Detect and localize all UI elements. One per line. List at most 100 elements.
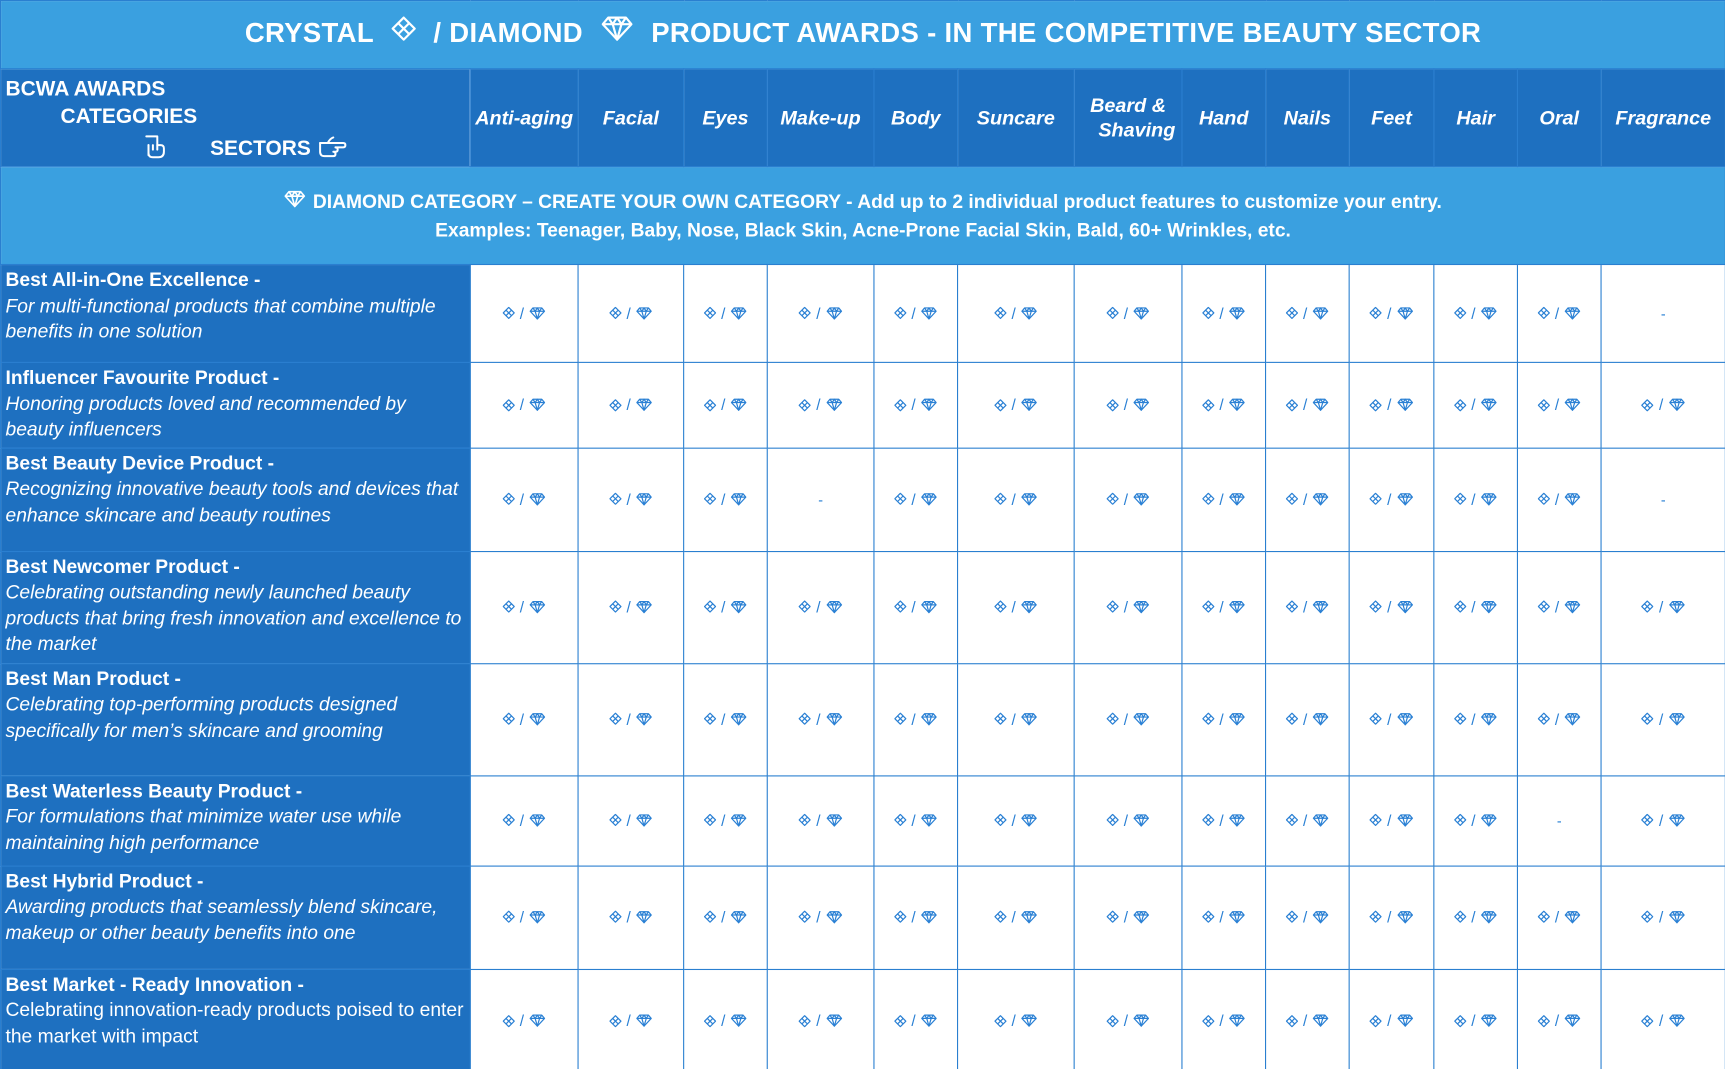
table-row: Best Hybrid Product - Awarding products t… — [0, 864, 1725, 970]
crystal-icon — [608, 307, 622, 320]
award-options-cell: / — [683, 968, 768, 1069]
diamond-icon — [921, 398, 938, 411]
crystal-icon — [1641, 398, 1654, 411]
diamond-icon — [1021, 600, 1038, 613]
award-options-cell: / — [1181, 447, 1267, 552]
slash-separator: / — [519, 1012, 525, 1030]
diamond-icon — [1397, 712, 1414, 726]
diamond-icon — [601, 15, 634, 49]
diamond-icon — [1313, 910, 1330, 924]
award-options: / — [893, 908, 938, 926]
crystal-icon — [993, 814, 1007, 827]
diamond-icon — [1481, 600, 1498, 613]
award-options: / — [608, 1012, 653, 1030]
award-options-cell: / — [1265, 550, 1350, 664]
award-options: / — [502, 490, 546, 508]
award-options: / — [798, 1012, 843, 1030]
slash-separator: / — [1554, 490, 1560, 508]
diamond-icon — [530, 814, 547, 827]
award-options-cell: / — [1265, 968, 1350, 1069]
crystal-icon — [1537, 492, 1550, 506]
award-options: / — [502, 598, 546, 616]
corner-header: BCWA AWARDS CATEGORIES SECTORS — [0, 68, 471, 168]
category-description: Recognizing innovative beauty tools and … — [5, 477, 459, 526]
crystal-icon — [703, 492, 716, 506]
diamond-icon — [1133, 492, 1150, 506]
award-options: / — [1641, 1012, 1685, 1030]
crystal-icon — [1537, 910, 1550, 924]
award-options-cell: / — [1600, 968, 1725, 1069]
diamond-icon — [1669, 398, 1686, 411]
award-options: / — [608, 908, 653, 926]
award-options-cell: / — [1433, 263, 1519, 363]
crystal-icon — [893, 600, 906, 613]
slash-separator: / — [519, 395, 525, 414]
table-row: Best Market - Ready Innovation - Celebrat… — [0, 968, 1725, 1069]
award-options-cell: / — [873, 662, 959, 776]
slash-separator: / — [816, 598, 821, 616]
slash-separator: / — [721, 395, 726, 414]
diamond-icon — [921, 492, 938, 506]
award-options-cell: / — [957, 662, 1075, 776]
slash-separator: / — [1554, 908, 1560, 926]
diamond-icon — [530, 492, 547, 506]
slash-separator: / — [1471, 908, 1476, 926]
diamond-icon — [1133, 814, 1150, 827]
award-options-cell: / — [683, 774, 768, 867]
diamond-icon — [826, 600, 843, 613]
award-options-cell: / — [1516, 361, 1602, 449]
slash-separator: / — [1011, 1012, 1016, 1030]
sector-header: Oral — [1516, 68, 1602, 168]
not-applicable-cell: - — [1516, 774, 1602, 867]
slash-separator: / — [1554, 710, 1560, 728]
slash-separator: / — [911, 304, 916, 322]
crystal-icon — [1201, 814, 1214, 827]
crystal-icon — [993, 910, 1007, 924]
sector-header: Make-up — [766, 68, 875, 168]
award-options-cell: / — [766, 263, 875, 363]
award-options: / — [1201, 598, 1246, 616]
category-title: Best Market - Ready Innovation - — [5, 972, 304, 995]
diamond-icon — [1669, 1014, 1686, 1027]
award-options-cell: / — [577, 361, 685, 449]
diamond-icon — [731, 398, 748, 411]
award-options-cell: / — [1600, 550, 1725, 664]
category-description: Celebrating outstanding newly launched b… — [5, 580, 462, 655]
diamond-icon — [1021, 712, 1038, 726]
diamond-icon — [1669, 600, 1686, 613]
crystal-icon — [703, 1014, 716, 1027]
table-row: Best Newcomer Product - Celebrating outst… — [0, 550, 1725, 664]
award-options-cell: / — [469, 263, 579, 363]
diamond-icon — [1229, 398, 1246, 411]
slash-separator: / — [1303, 710, 1308, 728]
award-options: / — [893, 598, 938, 616]
award-options: / — [993, 908, 1038, 926]
award-options-cell: / — [1516, 662, 1602, 776]
banner-line-1: DIAMOND CATEGORY – CREATE YOUR OWN CATEG… — [312, 190, 1442, 213]
slash-separator: / — [1011, 908, 1016, 926]
sector-label: Fragrance — [1615, 106, 1712, 129]
award-options-cell: / — [957, 550, 1075, 664]
slash-separator: / — [1303, 395, 1308, 414]
award-options-cell: / — [1181, 550, 1267, 664]
diamond-icon — [636, 307, 653, 320]
diamond-icon — [1133, 398, 1150, 411]
award-options: / — [1106, 811, 1150, 829]
slash-separator: / — [1387, 395, 1392, 414]
award-options: / — [1369, 811, 1414, 829]
award-options: / — [893, 304, 938, 322]
diamond-icon — [1481, 1014, 1498, 1027]
award-options-cell: / — [766, 662, 875, 776]
sector-header: Beard & Shaving — [1073, 68, 1183, 168]
corner-line-1: BCWA AWARDS — [5, 78, 166, 102]
crystal-icon — [893, 712, 906, 726]
award-options-cell: / — [957, 447, 1075, 552]
slash-separator: / — [626, 598, 631, 616]
not-applicable-cell: - — [1600, 447, 1725, 552]
diamond-icon — [1481, 492, 1498, 506]
award-options-cell: / — [683, 550, 768, 664]
award-options: / — [502, 304, 546, 322]
award-options: / — [1201, 1012, 1246, 1030]
award-options: / — [1201, 811, 1246, 829]
crystal-icon — [1369, 814, 1382, 827]
